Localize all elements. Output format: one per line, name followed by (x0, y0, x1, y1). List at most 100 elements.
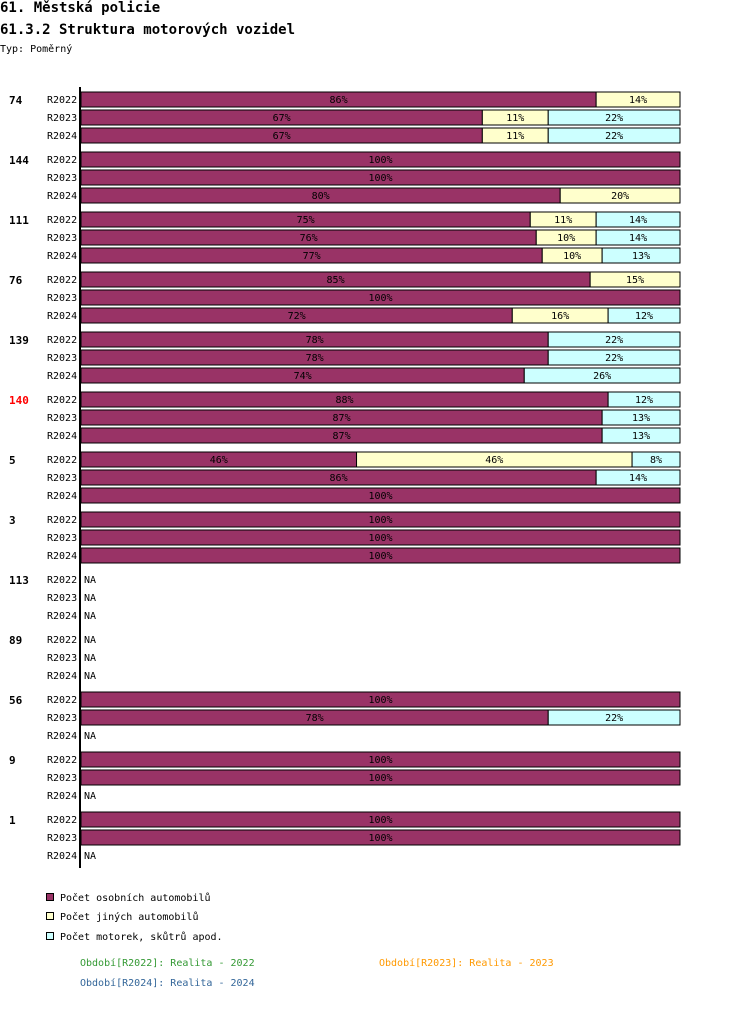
bar-value-label: 77% (303, 251, 321, 262)
legend-label-motorcycles: Počet motorek, skůtrů apod. (60, 932, 223, 943)
bar-segment (595, 229, 681, 246)
row-period-label: R2023 (47, 473, 77, 484)
bar-segment (80, 511, 681, 528)
bar-value-label: 100% (368, 155, 392, 166)
bar-segment (80, 529, 681, 546)
period-2023-label: Období[R2023]: Realita - 2023 (379, 958, 554, 969)
row-period-label: R2022 (47, 515, 77, 526)
bar-value-label: 8% (650, 455, 662, 466)
row-period-label: R2023 (47, 353, 77, 364)
row-period-label: R2023 (47, 173, 77, 184)
legend-swatch-cars (46, 893, 54, 901)
bar-segment (559, 187, 681, 204)
bar-value-label: 100% (368, 533, 392, 544)
period-2022-label: Období[R2022]: Realita - 2022 (80, 958, 255, 969)
bar-value-label: 22% (605, 713, 623, 724)
row-period-label: R2024 (47, 191, 77, 202)
bar-segment (80, 487, 681, 504)
group-label: 140 (9, 394, 29, 407)
row-period-label: R2023 (47, 233, 77, 244)
row-period-label: R2023 (47, 773, 77, 784)
bar-value-label: 46% (210, 455, 228, 466)
row-period-label: R2024 (47, 731, 77, 742)
legend-swatch-motorcycles (46, 932, 54, 940)
bar-value-label: 100% (368, 515, 392, 526)
row-period-label: R2022 (47, 755, 77, 766)
row-period-label: R2022 (47, 335, 77, 346)
bar-value-label: 22% (605, 131, 623, 142)
row-period-label: R2022 (47, 275, 77, 286)
row-period-label: R2024 (47, 491, 77, 502)
bar-value-label: 12% (635, 311, 653, 322)
bar-value-label: 26% (593, 371, 611, 382)
bar-segment (80, 547, 681, 564)
bar-value-label: 22% (605, 353, 623, 364)
bar-value-label: 11% (554, 215, 572, 226)
bar-value-label: 100% (368, 833, 392, 844)
period-2024-label: Období[R2024]: Realita - 2024 (80, 978, 255, 989)
bar-segment (80, 289, 681, 306)
bar-value-label: 100% (368, 815, 392, 826)
group-label: 113 (9, 574, 29, 587)
page-title: 61. Městská policie (0, 0, 161, 16)
bar-value-label: 72% (288, 311, 306, 322)
na-label: NA (84, 635, 96, 646)
group-label: 144 (9, 154, 29, 167)
group-label: 9 (9, 754, 16, 767)
row-period-label: R2023 (47, 833, 77, 844)
bar-segment (547, 127, 681, 144)
na-label: NA (84, 731, 96, 742)
bar-value-label: 86% (330, 95, 348, 106)
bar-segment (595, 211, 681, 228)
row-period-label: R2024 (47, 431, 77, 442)
row-period-label: R2024 (47, 311, 77, 322)
bar-segment (601, 427, 681, 444)
bar-segment (589, 271, 681, 288)
legend-item-cars: Počet osobních automobilů (46, 893, 211, 907)
legend-item-motorcycles: Počet motorek, skůtrů apod. (46, 932, 223, 946)
group-label: 139 (9, 334, 29, 347)
bar-value-label: 11% (506, 131, 524, 142)
legend-label-cars: Počet osobních automobilů (60, 893, 211, 904)
bar-value-label: 88% (336, 395, 354, 406)
na-label: NA (84, 791, 96, 802)
group-label: 1 (9, 814, 16, 827)
bar-value-label: 22% (605, 113, 623, 124)
na-label: NA (84, 611, 96, 622)
row-period-label: R2024 (47, 251, 77, 262)
bar-value-label: 11% (506, 113, 524, 124)
bar-value-label: 74% (294, 371, 312, 382)
row-period-label: R2023 (47, 413, 77, 424)
bar-segment (547, 709, 681, 726)
row-period-label: R2024 (47, 371, 77, 382)
row-period-label: R2024 (47, 671, 77, 682)
row-period-label: R2024 (47, 131, 77, 142)
bar-value-label: 87% (333, 413, 351, 424)
bar-value-label: 14% (629, 233, 647, 244)
bar-value-label: 100% (368, 551, 392, 562)
bar-value-label: 14% (629, 95, 647, 106)
bar-segment (80, 151, 681, 168)
row-period-label: R2023 (47, 113, 77, 124)
bar-segment (547, 331, 681, 348)
bar-value-label: 16% (551, 311, 569, 322)
bar-value-label: 75% (297, 215, 315, 226)
row-period-label: R2022 (47, 455, 77, 466)
row-period-label: R2022 (47, 215, 77, 226)
row-period-label: R2022 (47, 395, 77, 406)
group-label: 56 (9, 694, 23, 707)
row-period-label: R2024 (47, 611, 77, 622)
row-period-label: R2022 (47, 575, 77, 586)
row-period-label: R2023 (47, 713, 77, 724)
bar-value-label: 14% (629, 215, 647, 226)
legend-label-other-cars: Počet jiných automobilů (60, 912, 199, 923)
bar-value-label: 100% (368, 695, 392, 706)
row-period-label: R2023 (47, 293, 77, 304)
bar-value-label: 20% (611, 191, 629, 202)
bar-value-label: 10% (557, 233, 575, 244)
row-period-label: R2024 (47, 851, 77, 862)
bar-value-label: 14% (629, 473, 647, 484)
bar-segment (547, 349, 681, 366)
bar-value-label: 100% (368, 773, 392, 784)
